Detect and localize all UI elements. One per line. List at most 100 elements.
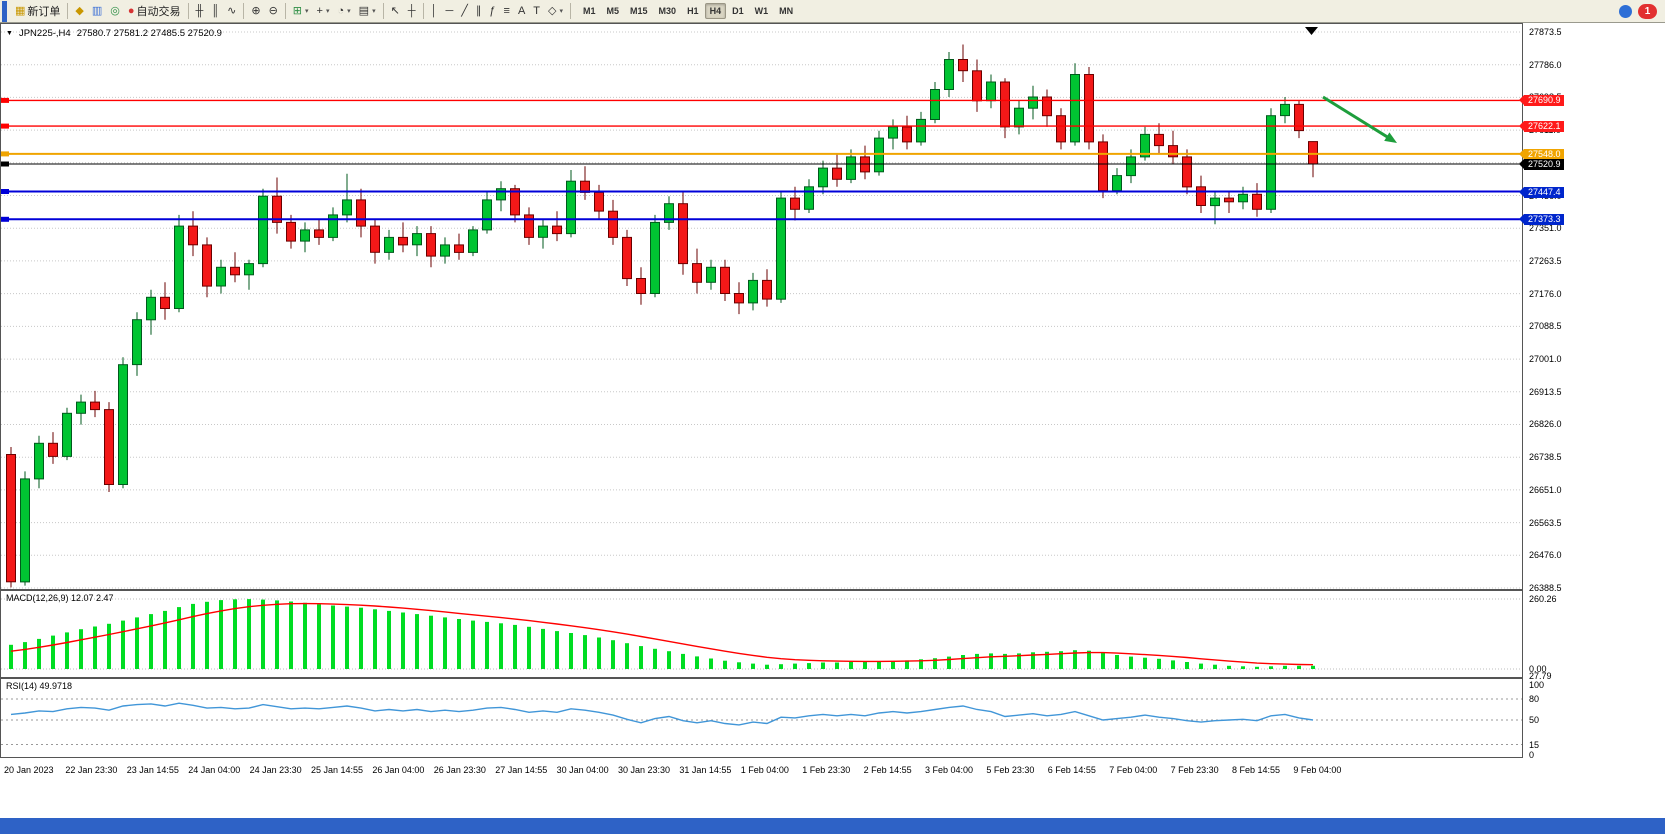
text-button[interactable]: A	[514, 1, 529, 22]
cursor-button[interactable]: ↖	[387, 1, 404, 22]
time-axis-label: 5 Feb 23:30	[986, 765, 1035, 775]
crosshair-button[interactable]: ┼	[404, 1, 420, 22]
timeframe-mn[interactable]: MN	[779, 6, 794, 16]
macd-histogram-bar	[51, 635, 55, 669]
macd-histogram-bar	[23, 642, 27, 669]
price-axis-label: 27001.0	[1529, 354, 1562, 365]
auto-trading-button[interactable]: ● 自动交易	[124, 1, 185, 22]
rsi-panel[interactable]: RSI(14) 49.9718	[0, 678, 1523, 758]
candle-body	[762, 279, 772, 300]
navigator-button[interactable]: ◎	[106, 1, 124, 22]
timeframe-m15[interactable]: M15	[630, 6, 648, 16]
auto-trading-icon: ●	[127, 4, 135, 17]
macd-histogram-bar	[527, 626, 531, 669]
macd-histogram-bar	[1031, 652, 1035, 669]
price-axis[interactable]: 27873.527786.027698.527611.027523.527436…	[1519, 24, 1665, 760]
main-chart-panel[interactable]: ▼ JPN225-,H4 27580.7 27581.2 27485.5 275…	[0, 23, 1523, 590]
timeframe-m30[interactable]: M30	[658, 6, 677, 16]
macd-histogram-bar	[933, 658, 937, 669]
timeframe-h1[interactable]: H1	[687, 6, 699, 16]
macd-histogram-bar	[303, 602, 307, 669]
price-axis-label: 27263.5	[1529, 255, 1562, 266]
timeframe-h4[interactable]: H4	[704, 3, 727, 19]
candle-body	[790, 197, 800, 210]
macd-histogram-bar	[93, 626, 97, 669]
macd-histogram-bar	[989, 653, 993, 669]
price-badge-27447.4: 27447.4	[1519, 186, 1564, 198]
line-chart-button[interactable]: ∿	[223, 1, 240, 22]
period-button[interactable]: ◔ ▾	[333, 1, 354, 22]
template-button[interactable]: ▤ ▾	[355, 1, 380, 22]
equidistant-button[interactable]: ≡	[500, 1, 514, 22]
market-watch-button[interactable]: ◆	[71, 1, 87, 22]
zoom-in-button[interactable]: ⊕	[247, 1, 264, 22]
macd-histogram-bar	[275, 600, 279, 669]
macd-histogram-bar	[1017, 653, 1021, 669]
candle-body	[636, 278, 646, 294]
macd-histogram-bar	[177, 607, 181, 669]
macd-histogram-bar	[247, 599, 251, 669]
window-grip[interactable]	[2, 0, 7, 22]
macd-histogram-bar	[765, 664, 769, 669]
candle-body	[440, 244, 450, 257]
macd-histogram-bar	[471, 620, 475, 669]
candle-body	[776, 197, 786, 300]
candlestick-chart[interactable]	[1, 24, 1522, 589]
macd-histogram-bar	[261, 599, 265, 669]
macd-histogram-bar	[359, 607, 363, 669]
macd-histogram-bar	[555, 631, 559, 669]
timeframe-m1[interactable]: M1	[583, 6, 596, 16]
vertical-line-button[interactable]: │	[427, 1, 442, 22]
macd-histogram-bar	[1255, 666, 1259, 669]
symbol-menu-icon[interactable]: ▼	[6, 30, 13, 37]
time-axis-label: 24 Jan 23:30	[249, 765, 302, 775]
rsi-chart[interactable]	[1, 679, 1522, 757]
notification-badge[interactable]: 1	[1638, 3, 1657, 19]
dropdown-caret-icon: ▾	[305, 8, 309, 15]
toolbar: ▦ 新订单 ◆ ▥ ◎ ● 自动交易 ╫ ║ ∿ ⊕ ⊖ ⊞ ▾ + ▾ ◔ ▾ ▤ ▾ ↖ ┼ │ ─ ╱ ∥ ƒ ≡ A T ◇ ▾ M1 M…	[0, 0, 1665, 23]
toolbar-separator	[382, 3, 384, 19]
data-window-button[interactable]: ▥	[88, 1, 106, 22]
trendline-button[interactable]: ╱	[457, 1, 472, 22]
time-axis-label: 2 Feb 14:55	[863, 765, 912, 775]
time-axis-label: 22 Jan 23:30	[65, 765, 118, 775]
chart-shift-marker[interactable]	[1305, 27, 1318, 35]
macd-chart[interactable]	[1, 591, 1522, 677]
bar-chart-button[interactable]: ╫	[192, 1, 208, 22]
candle-body	[342, 199, 352, 216]
indicators-button[interactable]: + ▾	[313, 1, 334, 22]
time-axis-label: 31 Jan 14:55	[679, 765, 732, 775]
time-axis-label: 23 Jan 14:55	[126, 765, 179, 775]
trend-arrow[interactable]	[1322, 95, 1393, 142]
horizontal-line-button[interactable]: ─	[441, 1, 457, 22]
candle-body	[118, 364, 128, 486]
candle-body	[146, 296, 156, 321]
macd-axis-label: 260.26	[1529, 594, 1557, 604]
candle-body	[748, 279, 758, 304]
price-axis-label: 26476.0	[1529, 550, 1562, 561]
macd-histogram-bar	[919, 659, 923, 669]
macd-histogram-bar	[135, 617, 139, 669]
time-axis[interactable]: 20 Jan 2023 22 Jan 23:30 23 Jan 14:55 24 Ja…	[0, 758, 1523, 784]
label-button[interactable]: T	[529, 1, 544, 22]
timeframe-m5[interactable]: M5	[606, 6, 620, 16]
tile-windows-button[interactable]: ⊞ ▾	[289, 1, 313, 22]
new-order-button[interactable]: ▦ 新订单	[11, 1, 64, 22]
macd-histogram-bar	[625, 643, 629, 669]
candle-body	[692, 263, 702, 283]
candle-body	[1196, 186, 1206, 207]
macd-histogram-bar	[345, 606, 349, 669]
macd-histogram-bar	[821, 662, 825, 669]
fibonacci-button[interactable]: ƒ	[485, 1, 499, 22]
macd-panel[interactable]: MACD(12,26,9) 12.07 2.47	[0, 590, 1523, 678]
zoom-out-button[interactable]: ⊖	[265, 1, 282, 22]
candlestick-chart-button[interactable]: ║	[207, 1, 223, 22]
rsi-line	[10, 702, 1314, 726]
horizontal-scrollbar[interactable]	[0, 818, 1665, 834]
timeframe-w1[interactable]: W1	[754, 6, 769, 16]
timeframe-d1[interactable]: D1	[732, 6, 744, 16]
channel-button[interactable]: ∥	[472, 1, 486, 22]
connection-status-icon[interactable]	[1619, 4, 1632, 18]
macd-histogram-bar	[233, 599, 237, 669]
shapes-button[interactable]: ◇ ▾	[544, 1, 567, 22]
